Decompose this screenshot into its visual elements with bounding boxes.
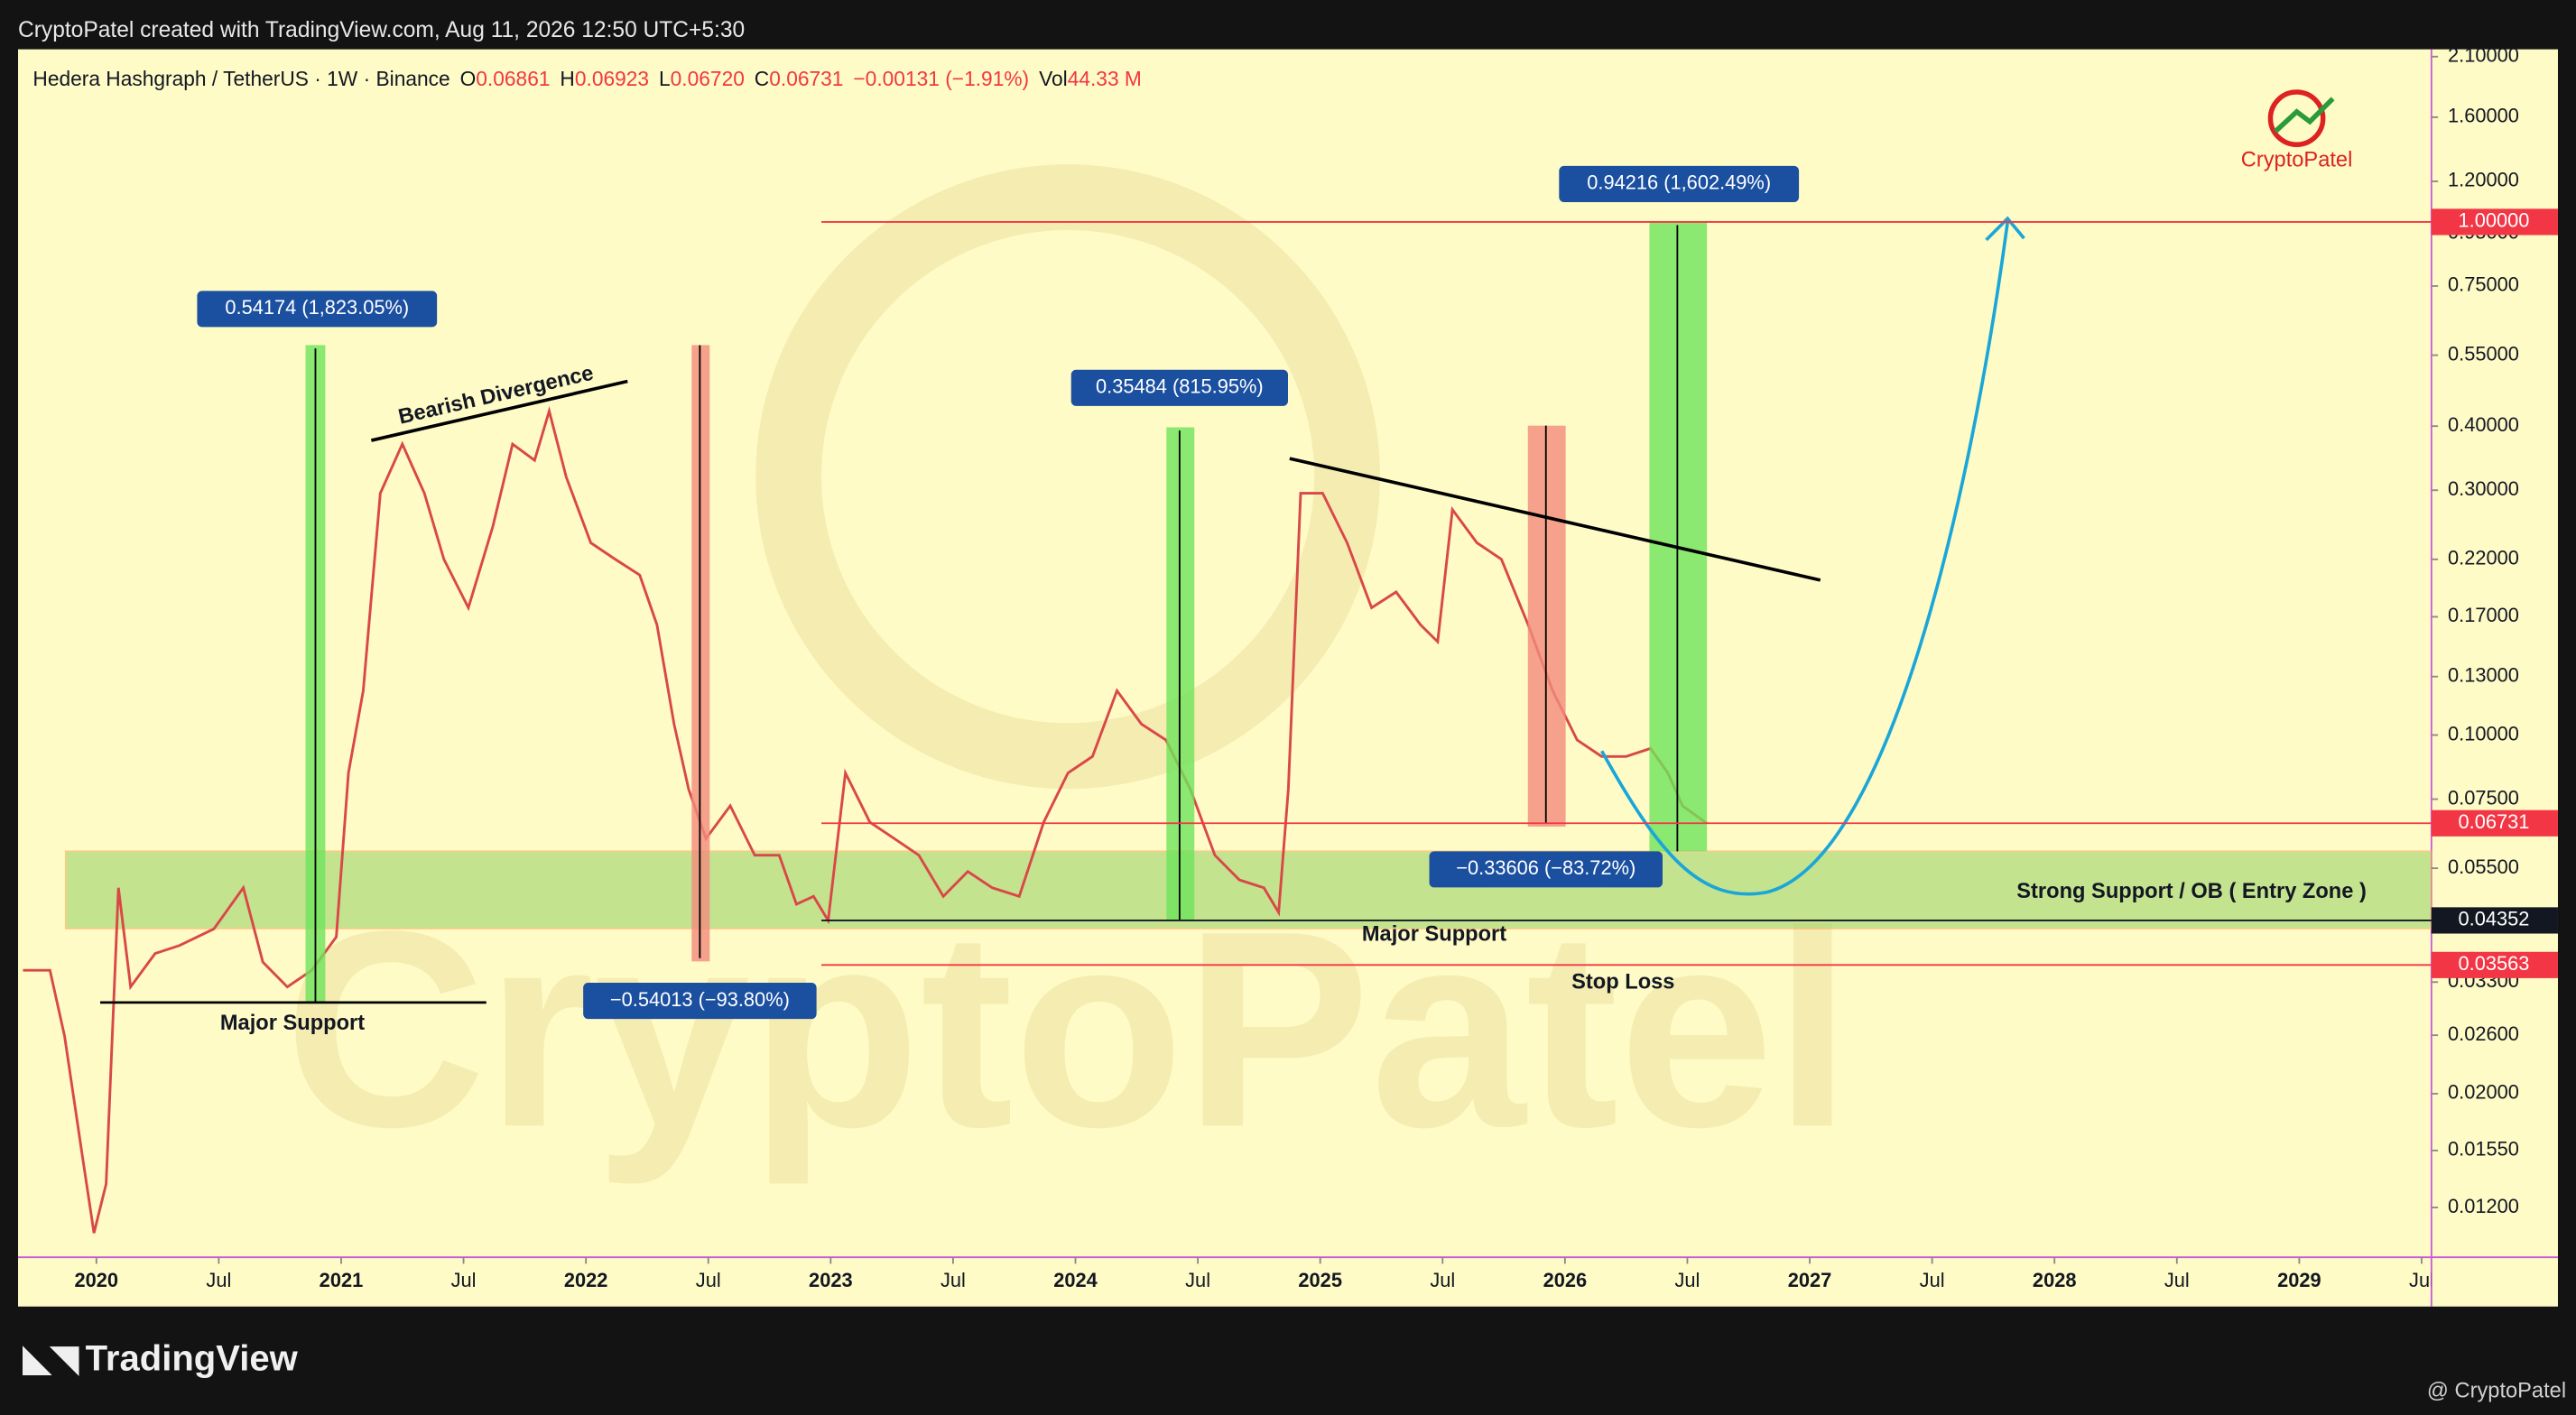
ohlc-label: O xyxy=(460,67,477,90)
x-tick-label: 2023 xyxy=(809,1269,853,1291)
y-tick-label: 1.20000 xyxy=(2448,169,2519,191)
y-tick-label: 0.01550 xyxy=(2448,1138,2519,1161)
logo-text: CryptoPatel xyxy=(2241,149,2353,172)
support-zone xyxy=(64,850,2432,929)
measure-box xyxy=(1559,165,1800,202)
ohlc-value: 0.06720 xyxy=(671,67,745,90)
price-label-box xyxy=(2431,208,2558,236)
y-tick-label: 0.40000 xyxy=(2448,413,2519,436)
price-label-box xyxy=(2431,809,2558,837)
y-tick-label: 0.30000 xyxy=(2448,477,2519,500)
y-tick-label: 0.02000 xyxy=(2448,1081,2519,1104)
x-tick-label: Jul xyxy=(2409,1269,2434,1291)
x-tick-label: Jul xyxy=(451,1269,477,1291)
x-tick-label: Jul xyxy=(696,1269,721,1291)
symbol-title: Hedera Hashgraph / TetherUS · 1W · Binan… xyxy=(32,67,449,90)
x-tick-label: 2024 xyxy=(1053,1269,1098,1291)
logo-mark xyxy=(2274,97,2335,134)
credit: CryptoPatel created with TradingView.com… xyxy=(18,18,745,42)
ohlc-label: H xyxy=(560,67,574,90)
y-tick-label: 2.10000 xyxy=(2448,43,2519,66)
handle: @ CryptoPatel xyxy=(2427,1380,2566,1403)
measure-box xyxy=(1070,369,1288,406)
annotation: Strong Support / OB ( Entry Zone ) xyxy=(2016,880,2367,903)
brand: TradingView xyxy=(86,1338,299,1378)
logo-mark xyxy=(2267,89,2326,147)
x-tick-label: 2021 xyxy=(320,1269,364,1291)
x-tick-label: 2026 xyxy=(1543,1269,1588,1291)
watermark-logo xyxy=(755,164,1380,790)
ohlc-change: −0.00131 (−1.91%) xyxy=(853,67,1029,90)
projection-curve xyxy=(1600,216,2025,896)
ohlc-value: 0.06731 xyxy=(769,67,843,90)
measure-label: 0.35484 (815.95%) xyxy=(1096,375,1264,398)
x-tick-label: Jul xyxy=(941,1269,966,1291)
x-tick-label: 2028 xyxy=(2033,1269,2077,1291)
x-tick-label: 2022 xyxy=(564,1269,608,1291)
ohlc-label: Vol xyxy=(1039,67,1068,90)
annotation: Major Support xyxy=(220,1012,365,1035)
x-tick-label: 2027 xyxy=(1788,1269,1832,1291)
x-tick-label: Jul xyxy=(1185,1269,1210,1291)
y-tick-label: 0.02600 xyxy=(2448,1022,2519,1045)
x-tick-label: Jul xyxy=(2164,1269,2190,1291)
ohlc-label: C xyxy=(755,67,769,90)
x-tick-label: 2020 xyxy=(75,1269,119,1291)
y-tick-label: 0.01200 xyxy=(2448,1195,2519,1217)
ohlc-value: 0.06923 xyxy=(575,67,649,90)
y-tick-label: 0.05500 xyxy=(2448,855,2519,878)
y-tick-label: 0.10000 xyxy=(2448,722,2519,744)
plot xyxy=(23,406,1708,1234)
measure-box xyxy=(197,291,438,328)
price-label: 0.06731 xyxy=(2459,810,2530,833)
y-tick-label: 0.07500 xyxy=(2448,786,2519,809)
x-tick-label: Jul xyxy=(206,1269,231,1291)
ohlc-label: L xyxy=(659,67,671,90)
ohlc-value: 44.33 M xyxy=(1068,67,1142,90)
measure-label: −0.54013 (−93.80%) xyxy=(610,988,790,1011)
x-tick-label: Jul xyxy=(1674,1269,1700,1291)
y-tick-label: 0.55000 xyxy=(2448,342,2519,365)
brand-logo: ◣◥ xyxy=(22,1338,79,1378)
y-tick-label: 0.75000 xyxy=(2448,273,2519,296)
measure-label: 0.94216 (1,602.49%) xyxy=(1587,171,1771,194)
x-tick-label: Jul xyxy=(1920,1269,1945,1291)
y-tick-label: 0.17000 xyxy=(2448,604,2519,626)
y-tick-label: 0.22000 xyxy=(2448,547,2519,569)
measure-box xyxy=(583,983,817,1020)
price-label-box xyxy=(2431,951,2558,978)
price-label: 0.04352 xyxy=(2459,908,2530,930)
price-label: 0.03563 xyxy=(2459,952,2530,975)
y-tick-label: 0.13000 xyxy=(2448,663,2519,686)
measure-box xyxy=(1429,851,1663,888)
price-line xyxy=(23,406,1708,1234)
x-tick-label: 2025 xyxy=(1298,1269,1342,1291)
annotation: Stop Loss xyxy=(1571,970,1674,994)
trendline xyxy=(370,379,628,442)
x-tick-label: 2029 xyxy=(2277,1269,2321,1291)
y-tick-label: 1.60000 xyxy=(2448,105,2519,127)
ohlc-value: 0.06861 xyxy=(476,67,550,90)
x-tick-label: Jul xyxy=(1430,1269,1455,1291)
price-label: 1.00000 xyxy=(2459,209,2530,232)
measure-label: −0.33606 (−83.72%) xyxy=(1456,856,1635,879)
ohlc-legend: Hedera Hashgraph / TetherUS · 1W · Binan… xyxy=(32,67,1141,90)
measure-label: 0.54174 (1,823.05%) xyxy=(225,296,409,319)
trendline xyxy=(1289,457,1821,582)
price-label-box xyxy=(2431,907,2558,934)
annotation: Major Support xyxy=(1362,922,1506,946)
